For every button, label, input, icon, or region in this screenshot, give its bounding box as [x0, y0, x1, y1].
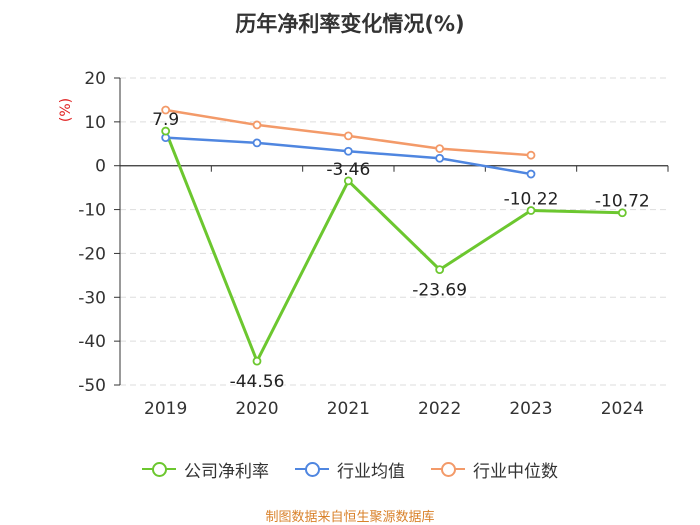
axes: 20 10 0 -10 -20 -30 -40 -50 (%) 2019 2020 2021 2022 2…: [58, 69, 669, 419]
data-label: 7.9: [152, 110, 179, 130]
x-tick-label: 2020: [235, 399, 278, 419]
y-tick-label: -10: [78, 201, 106, 221]
data-point: [252, 120, 262, 130]
data-point: [252, 138, 262, 148]
data-point: [526, 206, 536, 215]
x-tick-label: 2023: [509, 399, 552, 419]
legend-item[interactable]: 公司净利率: [142, 457, 269, 482]
data-point: [252, 356, 262, 366]
x-tick-label: 2019: [144, 399, 187, 419]
y-tick-label: -50: [78, 376, 106, 396]
y-tick-label: -20: [78, 244, 106, 264]
data-label: -10.22: [504, 190, 559, 210]
data-label: -3.46: [326, 160, 370, 180]
legend-item[interactable]: 行业中位数: [431, 457, 558, 482]
legend-label: 行业均值: [337, 461, 405, 482]
data-label: -44.56: [230, 372, 285, 392]
series-line: [164, 130, 623, 363]
data-point: [161, 105, 171, 115]
legend-marker-icon: [142, 461, 176, 477]
data-labels: 7.9 -44.56 -3.46 -23.69 -10.22 -10.72: [152, 110, 650, 392]
x-tick-label: 2021: [327, 399, 370, 419]
y-tick-label: -40: [78, 332, 106, 352]
data-point: [343, 131, 353, 141]
data-point: [343, 176, 353, 186]
y-axis-label: (%): [58, 98, 74, 122]
data-label: -10.72: [595, 192, 650, 212]
legend-label: 行业中位数: [473, 461, 558, 482]
data-point: [526, 150, 536, 160]
data-point: [526, 169, 536, 179]
data-point: [617, 208, 627, 218]
data-label: -23.69: [412, 281, 467, 301]
series-lines: [164, 108, 623, 363]
x-tick-label: 2022: [418, 399, 461, 419]
legend-marker-icon: [431, 461, 465, 477]
legend-marker-icon: [295, 461, 329, 477]
data-point: [435, 153, 445, 163]
legend-item[interactable]: 行业均值: [295, 457, 405, 482]
grid-lines: [120, 77, 668, 386]
y-tick-label: 0: [95, 157, 106, 177]
y-tick-label: 10: [84, 113, 106, 133]
data-point: [435, 265, 445, 275]
data-point: [343, 146, 353, 156]
data-point: [435, 144, 445, 154]
data-points: [161, 105, 627, 366]
chart-title: 历年净利率变化情况(%): [235, 12, 465, 36]
x-tick-label: 2024: [601, 399, 644, 419]
y-tick-label: -30: [78, 288, 106, 308]
y-tick-label: 20: [84, 69, 106, 89]
legend: 公司净利率 行业均值 行业中位数: [0, 455, 700, 483]
data-point: [161, 126, 171, 136]
source-note: 制图数据来自恒生聚源数据库: [265, 510, 435, 525]
legend-label: 公司净利率: [184, 461, 269, 482]
